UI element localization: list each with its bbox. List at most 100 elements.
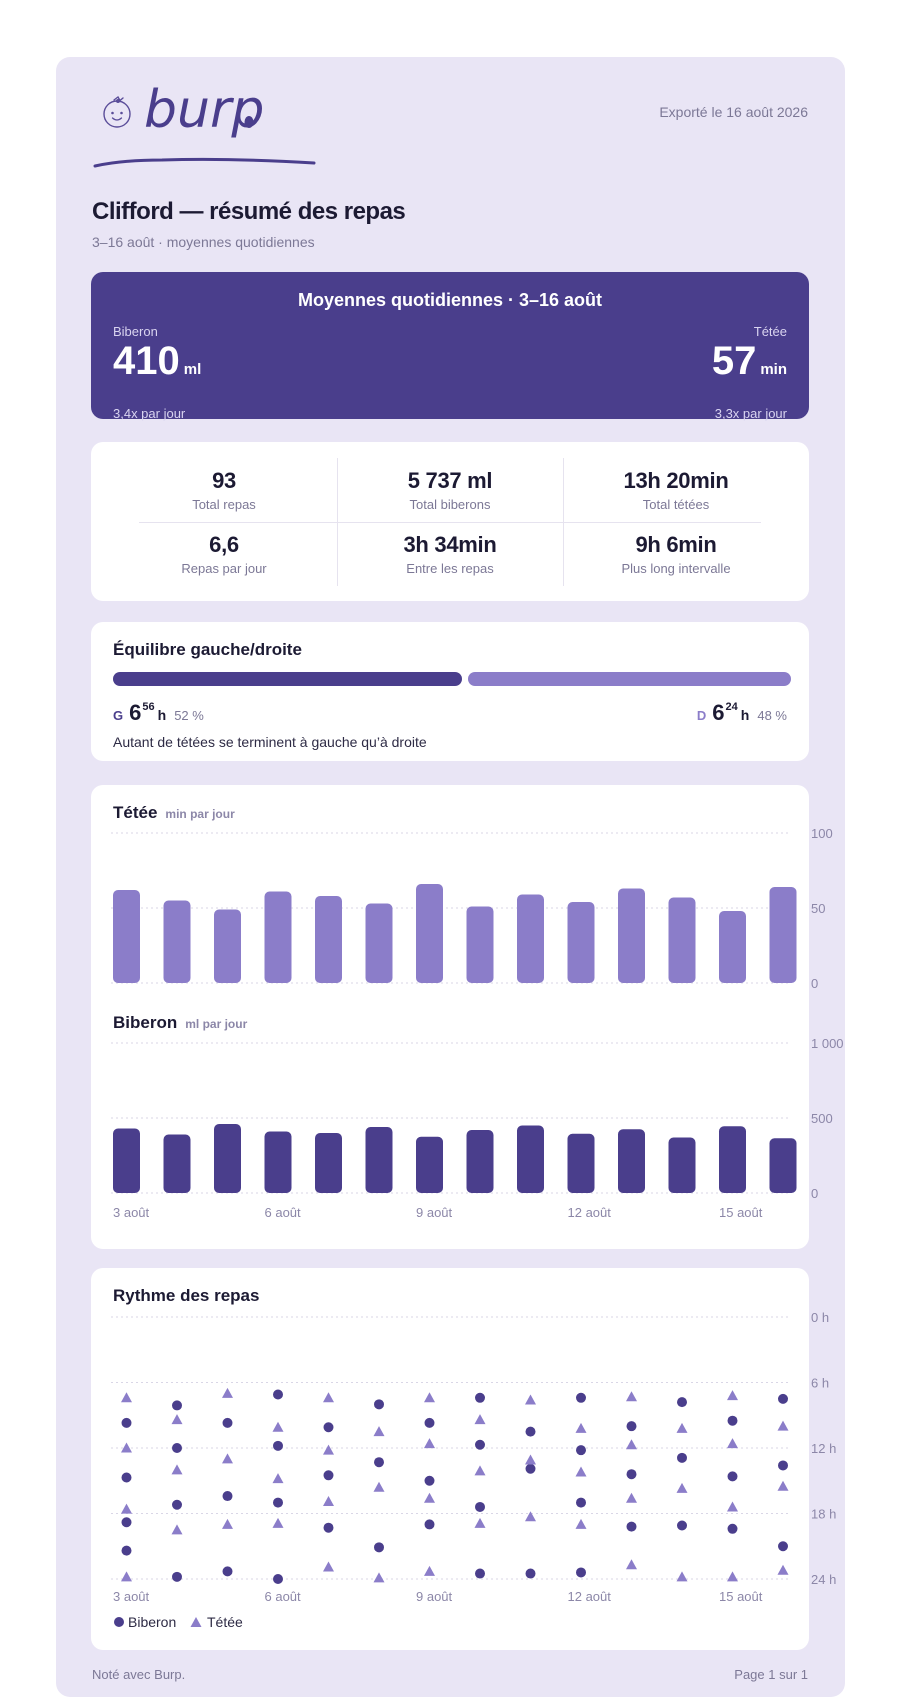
- bottle-label: Biberon: [113, 324, 158, 339]
- bottle-point: [727, 1415, 738, 1426]
- feed-point: [323, 1444, 334, 1455]
- feed-value-row: 57 min: [712, 341, 787, 390]
- feed-bar: [416, 884, 443, 983]
- averages-title: Moyennes quotidiennes · 3–16 août: [297, 290, 603, 310]
- bottle-point: [121, 1472, 132, 1483]
- bottle-chart-title: Biberon ml par jour: [113, 1013, 247, 1033]
- left-side-bar: [113, 672, 462, 686]
- y-tick-label: 0: [811, 1186, 818, 1201]
- x-tick-label: 12 août: [568, 1205, 612, 1220]
- bottle-point: [727, 1523, 738, 1534]
- meal-rhythm-card: Rythme des repas 0 h 6 h 12 h 18 h 24 h 3 aoû…: [91, 1268, 836, 1650]
- feed-bar: [113, 890, 140, 983]
- feed-chart-unit: min par jour: [165, 807, 235, 821]
- stat-total-bottles: 5 737 ml Total biberons: [337, 458, 563, 522]
- bottle-bar: [618, 1129, 645, 1193]
- bottle-point: [172, 1499, 182, 1510]
- feed-point: [525, 1394, 536, 1405]
- totals-card: 93 Total repas 5 737 ml Total biberons 1…: [91, 442, 809, 601]
- y-tick-label: 0: [811, 976, 818, 991]
- feed-point: [626, 1391, 637, 1402]
- export-date: Exporté le 16 août 2026: [659, 104, 808, 120]
- bottle-point: [374, 1457, 384, 1468]
- feed-point: [121, 1442, 132, 1453]
- bottle-point: [424, 1475, 435, 1486]
- bottle-bar: [567, 1133, 595, 1193]
- y-tick-label: 6 h: [811, 1376, 829, 1391]
- right-side-bar: [468, 672, 791, 686]
- stat-label: Repas par jour: [181, 561, 267, 576]
- daily-averages-banner: Moyennes quotidiennes · 3–16 août Bibero…: [91, 272, 809, 421]
- bottle-point: [222, 1566, 233, 1577]
- bottle-bar: [719, 1126, 746, 1193]
- bottle-bar: [416, 1136, 443, 1193]
- bottle-point: [172, 1571, 182, 1582]
- x-tick-label: 9 août: [416, 1589, 453, 1604]
- feed-point: [727, 1501, 738, 1512]
- feed-point: [525, 1511, 536, 1522]
- bottle-point: [525, 1463, 536, 1474]
- bottle-point: [273, 1389, 283, 1400]
- bottle-point: [677, 1520, 687, 1531]
- feed-label: Tétée: [753, 324, 787, 339]
- feed-point: [272, 1473, 284, 1484]
- left-minutes: 56: [142, 701, 155, 713]
- feed-point: [727, 1571, 738, 1582]
- feed-point: [171, 1524, 183, 1535]
- stat-total-feeds: 13h 20min Total tétées: [563, 458, 789, 522]
- x-tick-label: 15 août: [719, 1205, 763, 1220]
- feed-bar: [163, 900, 191, 983]
- feed-chart-title-text: Tétée: [113, 803, 158, 822]
- bottle-bar: [163, 1134, 191, 1193]
- bottle-point: [626, 1521, 637, 1532]
- bottle-bar: [315, 1133, 342, 1193]
- feed-point: [272, 1421, 284, 1432]
- bottle-point: [222, 1417, 233, 1428]
- feed-point: [323, 1561, 334, 1572]
- feed-point: [626, 1559, 637, 1570]
- bottle-chart-unit: ml par jour: [185, 1017, 248, 1031]
- y-tick-label: 24 h: [811, 1572, 836, 1587]
- bottle-point: [374, 1542, 384, 1553]
- bottle-point: [121, 1545, 132, 1556]
- drop-icon: [244, 116, 254, 128]
- bottle-point: [121, 1417, 132, 1428]
- x-tick-label: 9 août: [416, 1205, 453, 1220]
- feed-bar: [466, 906, 494, 983]
- bottle-point: [525, 1426, 536, 1437]
- meal-rhythm-chart: 0 h 6 h 12 h 18 h 24 h 3 août 6 août 9 août 12 a…: [111, 1310, 836, 1630]
- feed-point: [676, 1422, 688, 1433]
- feed-bar: [315, 896, 342, 983]
- bottle-bar: [466, 1130, 494, 1193]
- logo-text: burp: [144, 84, 264, 140]
- bottle-chart-title-text: Biberon: [113, 1013, 178, 1032]
- feed-point: [525, 1454, 536, 1465]
- feed-point: [626, 1492, 637, 1503]
- left-side-letter: G: [113, 708, 124, 723]
- feed-point: [121, 1571, 132, 1582]
- left-hours: 6: [129, 700, 142, 725]
- bottle-point: [121, 1517, 132, 1528]
- logo-underline: [93, 157, 316, 168]
- bottle-point: [778, 1460, 788, 1471]
- right-side-stat: D 624 h 48 %: [697, 700, 787, 726]
- bottle-point: [172, 1443, 182, 1453]
- bottle-bar: [264, 1131, 292, 1193]
- x-tick-label: 3 août: [113, 1589, 150, 1604]
- feed-point: [676, 1571, 688, 1582]
- y-tick-label: 12 h: [811, 1441, 836, 1456]
- y-tick-label: 0 h: [811, 1310, 829, 1325]
- x-tick-label: 6 août: [265, 1589, 302, 1604]
- x-tick-label: 15 août: [719, 1589, 763, 1604]
- left-unit: h: [157, 707, 167, 723]
- bottle-bar: [113, 1128, 140, 1193]
- legend-feed-marker: [190, 1617, 202, 1627]
- feed-point: [474, 1517, 486, 1528]
- stat-label: Total biberons: [409, 497, 491, 512]
- bottle-point: [323, 1422, 334, 1433]
- stat-value: 9h 6min: [635, 532, 717, 557]
- feed-point: [676, 1482, 688, 1493]
- feed-point: [121, 1392, 132, 1403]
- feed-bar: [618, 888, 645, 983]
